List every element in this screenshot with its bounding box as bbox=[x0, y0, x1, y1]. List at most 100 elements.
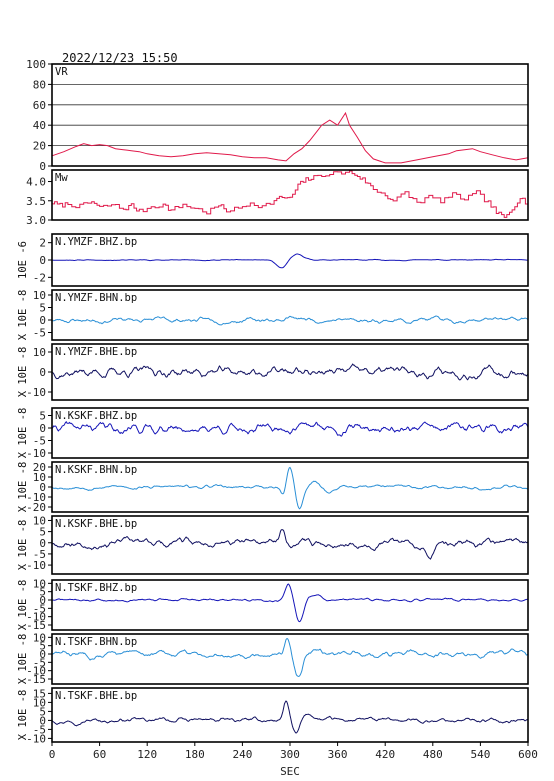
y-tick-label: 0 bbox=[39, 254, 46, 267]
y-tick-label: 0 bbox=[39, 537, 46, 550]
panel-frame bbox=[51, 515, 529, 575]
y-tick-label: 10 bbox=[33, 471, 46, 484]
panel-kskf-bhz: -10-505 N.KSKF.BHZ.bp X 10E -8 bbox=[17, 407, 529, 460]
y-tick-label: 20 bbox=[33, 461, 46, 474]
panel-label: N.YMZF.BHZ.bp bbox=[55, 236, 137, 248]
y-tick-label: 3.0 bbox=[26, 214, 46, 227]
x-axis-label: SEC bbox=[280, 765, 300, 778]
y-tick-label: -10 bbox=[26, 491, 46, 504]
y-tick-label: -10 bbox=[26, 559, 46, 572]
y-tick-label: 0 bbox=[39, 481, 46, 494]
series-tskf-bhz bbox=[51, 583, 528, 623]
panel-label: N.KSKF.BHE.bp bbox=[55, 518, 137, 530]
panel-label: Mw bbox=[55, 172, 68, 184]
y-tick-label: 0 bbox=[39, 714, 46, 727]
timestamp: 2022/12/23 15:50 bbox=[62, 51, 178, 65]
y-tick-label: 0 bbox=[39, 314, 46, 327]
y-tick-label: 0 bbox=[39, 160, 46, 173]
panel-label: N.TSKF.BHZ.bp bbox=[55, 582, 137, 594]
y-tick-label: -10 bbox=[26, 732, 46, 745]
y-tick-label: -10 bbox=[26, 386, 46, 399]
series-mw bbox=[52, 170, 528, 218]
series-vr bbox=[51, 111, 529, 164]
y-axis-unit: X 10E -8 bbox=[17, 408, 29, 459]
y-tick-label: -5 bbox=[33, 723, 46, 736]
y-tick-label: 60 bbox=[33, 99, 46, 112]
y-tick-label: -20 bbox=[26, 501, 46, 514]
y-tick-label: -5 bbox=[33, 656, 46, 669]
panel-frame bbox=[51, 169, 529, 221]
y-axis-unit: X 10E -8 bbox=[17, 290, 29, 341]
x-tick-label: 420 bbox=[375, 748, 395, 761]
y-axis-unit: X 10E -8 bbox=[17, 634, 29, 685]
panel-frame bbox=[51, 579, 529, 631]
x-tick-label: 240 bbox=[232, 748, 252, 761]
panel-label: N.TSKF.BHN.bp bbox=[55, 636, 137, 648]
panel-label: N.YMZF.BHN.bp bbox=[55, 292, 137, 304]
y-tick-label: -10 bbox=[26, 665, 46, 678]
panel-label: N.YMZF.BHE.bp bbox=[55, 346, 137, 358]
panel-frame bbox=[51, 289, 529, 341]
panel-frame bbox=[51, 407, 529, 459]
panel-frame bbox=[51, 63, 529, 167]
y-tick-label: 10 bbox=[33, 289, 46, 302]
y-axis-unit: 10E -6 bbox=[17, 241, 29, 279]
series-ymzf-bhn bbox=[51, 315, 529, 326]
x-tick-label: 600 bbox=[518, 748, 538, 761]
series-tskf-bhe bbox=[51, 700, 529, 734]
x-tick-label: 540 bbox=[470, 748, 490, 761]
x-axis: 0 60 120 180 240 300 360 420 480 540 600 bbox=[49, 742, 538, 761]
y-tick-label: 2 bbox=[39, 237, 46, 250]
series-kskf-bhz bbox=[51, 421, 529, 437]
panel-label: VR bbox=[55, 66, 68, 78]
y-tick-label: 5 bbox=[39, 705, 46, 718]
y-tick-label: -15 bbox=[26, 673, 46, 686]
x-tick-label: 60 bbox=[93, 748, 106, 761]
y-axis-unit: X 10E -8 bbox=[17, 690, 29, 741]
series-tskf-bhn bbox=[51, 638, 529, 678]
x-tick-label: 120 bbox=[137, 748, 157, 761]
x-tick-label: 180 bbox=[185, 748, 205, 761]
series-ymzf-bhz bbox=[52, 253, 529, 269]
panel-label: N.KSKF.BHN.bp bbox=[55, 464, 137, 476]
y-tick-label: 10 bbox=[33, 696, 46, 709]
panel-label: N.KSKF.BHZ.bp bbox=[55, 410, 137, 422]
y-tick-label: 5 bbox=[39, 302, 46, 315]
y-axis-unit: X 10E -8 bbox=[17, 520, 29, 571]
y-tick-label: 5 bbox=[39, 410, 46, 423]
y-tick-label: 5 bbox=[39, 526, 46, 539]
y-tick-label: 0 bbox=[39, 422, 46, 435]
y-tick-label: 15 bbox=[33, 687, 46, 700]
y-tick-label: 100 bbox=[26, 58, 46, 71]
x-tick-label: 360 bbox=[328, 748, 348, 761]
y-tick-label: -5 bbox=[33, 327, 46, 340]
y-tick-label: -10 bbox=[26, 611, 46, 624]
x-tick-label: 300 bbox=[280, 748, 300, 761]
y-tick-label: -15 bbox=[26, 619, 46, 632]
y-tick-label: 10 bbox=[33, 631, 46, 644]
y-tick-label: 5 bbox=[39, 586, 46, 599]
panel-ymzf-bhz: -2 0 2 N.YMZF.BHZ.bp 10E -6 bbox=[17, 233, 529, 287]
y-tick-label: 0 bbox=[39, 366, 46, 379]
y-tick-label: -5 bbox=[33, 548, 46, 561]
y-tick-label: 80 bbox=[33, 78, 46, 91]
series-kskf-bhn bbox=[51, 466, 529, 510]
panel-mw: 3.0 3.5 4.0 Mw bbox=[26, 169, 529, 227]
panel-label: N.TSKF.BHE.bp bbox=[55, 690, 137, 702]
y-tick-label: 3.5 bbox=[26, 195, 46, 208]
series-kskf-bhe bbox=[51, 529, 529, 560]
y-tick-label: -5 bbox=[33, 602, 46, 615]
y-tick-label: 5 bbox=[39, 640, 46, 653]
y-tick-label: 10 bbox=[33, 514, 46, 527]
y-tick-label: -5 bbox=[33, 435, 46, 448]
y-tick-label: 40 bbox=[33, 119, 46, 132]
x-tick-label: 480 bbox=[423, 748, 443, 761]
